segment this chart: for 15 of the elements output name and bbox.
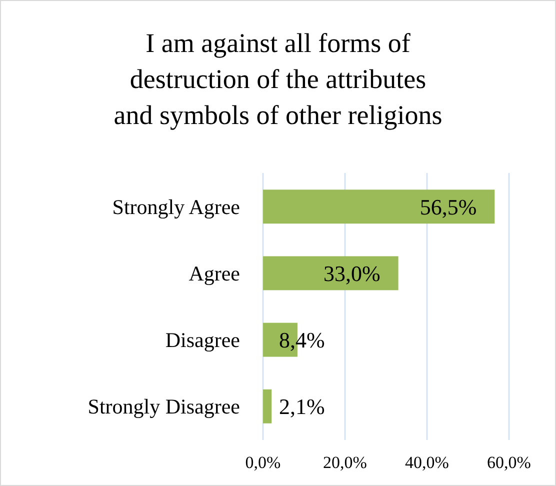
y-tick-label: Strongly Agree (112, 194, 240, 219)
x-tick-label: 20,0% (323, 453, 367, 472)
chart-title: I am against all forms of destruction of the attributes and symbols of other religions (114, 28, 442, 130)
y-tick-label: Disagree (165, 328, 240, 352)
x-tick-label: 60,0% (487, 453, 531, 472)
y-tick-label: Agree (188, 262, 240, 286)
data-label: 2,1% (279, 394, 325, 420)
x-tick-label: 40,0% (405, 453, 449, 472)
data-label: 56,5% (420, 194, 477, 220)
y-tick-label: Strongly Disagree (88, 394, 240, 419)
bar (263, 389, 272, 424)
x-tick-label: 0,0% (245, 453, 281, 472)
bar (263, 256, 398, 290)
data-label: 33,0% (323, 260, 380, 286)
bar (263, 190, 495, 224)
